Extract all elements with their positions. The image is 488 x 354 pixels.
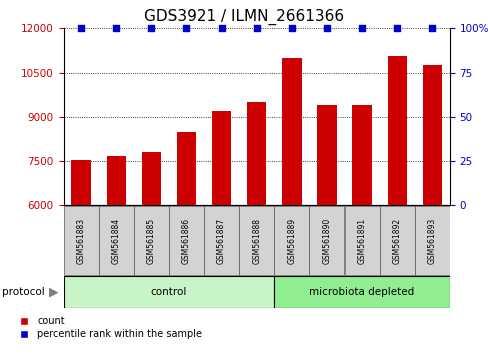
FancyBboxPatch shape <box>63 276 274 308</box>
Point <box>77 25 85 31</box>
Bar <box>387 56 406 205</box>
Text: GDS3921 / ILMN_2661366: GDS3921 / ILMN_2661366 <box>144 9 344 25</box>
FancyBboxPatch shape <box>309 206 344 275</box>
Bar <box>317 105 336 205</box>
FancyBboxPatch shape <box>63 206 99 275</box>
Text: GSM561886: GSM561886 <box>182 218 191 264</box>
FancyBboxPatch shape <box>414 206 449 275</box>
FancyBboxPatch shape <box>99 206 133 275</box>
Text: GSM561893: GSM561893 <box>427 218 436 264</box>
Bar <box>211 111 231 205</box>
Text: protocol: protocol <box>2 287 45 297</box>
Point <box>392 25 400 31</box>
Text: GSM561884: GSM561884 <box>112 218 121 264</box>
Text: GSM561885: GSM561885 <box>146 218 156 264</box>
Bar <box>352 105 371 205</box>
Text: GSM561889: GSM561889 <box>287 218 296 264</box>
FancyBboxPatch shape <box>134 206 168 275</box>
Point <box>357 25 365 31</box>
Bar <box>422 65 441 205</box>
Point <box>112 25 120 31</box>
Text: GSM561888: GSM561888 <box>252 218 261 264</box>
Point <box>323 25 330 31</box>
FancyBboxPatch shape <box>379 206 414 275</box>
Bar <box>246 102 266 205</box>
Text: ▶: ▶ <box>49 286 59 298</box>
Bar <box>71 160 91 205</box>
Point <box>147 25 155 31</box>
Point <box>287 25 295 31</box>
Point <box>182 25 190 31</box>
Bar <box>106 156 125 205</box>
FancyBboxPatch shape <box>344 206 379 275</box>
Text: GSM561887: GSM561887 <box>217 218 225 264</box>
Bar <box>177 132 196 205</box>
Text: GSM561892: GSM561892 <box>392 218 401 264</box>
Text: control: control <box>150 287 187 297</box>
Point <box>252 25 260 31</box>
Text: GSM561891: GSM561891 <box>357 218 366 264</box>
Text: GSM561890: GSM561890 <box>322 218 331 264</box>
Legend: count, percentile rank within the sample: count, percentile rank within the sample <box>15 316 202 339</box>
Text: microbiota depleted: microbiota depleted <box>309 287 414 297</box>
Text: GSM561883: GSM561883 <box>77 218 85 264</box>
FancyBboxPatch shape <box>203 206 239 275</box>
Point <box>217 25 225 31</box>
FancyBboxPatch shape <box>274 206 309 275</box>
Point <box>427 25 435 31</box>
Bar <box>142 152 161 205</box>
FancyBboxPatch shape <box>169 206 203 275</box>
FancyBboxPatch shape <box>274 276 449 308</box>
Bar <box>282 58 301 205</box>
FancyBboxPatch shape <box>239 206 274 275</box>
